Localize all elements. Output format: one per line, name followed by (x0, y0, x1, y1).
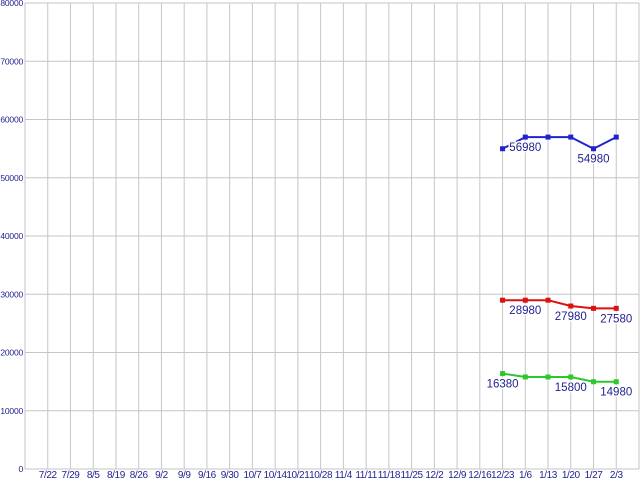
data-point-marker-green (568, 374, 574, 380)
data-point-marker-green (522, 374, 528, 380)
y-axis-tick-label: 50000 (0, 173, 23, 183)
y-axis-tick-label: 60000 (0, 115, 23, 125)
point-value-label-red: 28980 (509, 305, 541, 317)
x-axis-tick-label: 9/16 (198, 470, 217, 480)
x-axis-tick-label: 1/6 (519, 470, 533, 480)
x-axis-tick-label: 1/27 (585, 470, 604, 480)
data-point-marker-blue (500, 146, 506, 152)
y-axis-tick-label: 0 (18, 464, 23, 474)
x-axis-tick-label: 12/23 (491, 470, 515, 480)
x-axis-tick-label: 7/29 (62, 470, 81, 480)
data-point-marker-green (545, 374, 551, 380)
point-value-label-blue: 54980 (578, 154, 610, 166)
x-axis-tick-label: 2/3 (610, 470, 624, 480)
data-point-marker-blue (522, 134, 528, 140)
data-point-marker-red (522, 297, 528, 303)
point-value-label-red: 27980 (555, 311, 587, 323)
x-axis-tick-label: 7/22 (39, 470, 58, 480)
x-axis-tick-label: 10/28 (309, 470, 333, 480)
point-value-label-red: 27580 (600, 313, 632, 325)
point-value-label-green: 15800 (555, 382, 587, 394)
data-point-marker-red (591, 305, 597, 311)
x-axis-tick-label: 11/4 (335, 470, 353, 480)
point-value-label-green: 16380 (487, 379, 519, 391)
y-axis-tick-label: 70000 (0, 56, 23, 66)
x-axis-tick-label: 8/26 (130, 470, 149, 480)
x-axis-tick-label: 12/2 (425, 470, 444, 480)
data-point-marker-red (613, 305, 619, 311)
x-axis-tick-label: 9/30 (221, 470, 240, 480)
x-axis-tick-label: 1/13 (539, 470, 558, 480)
series-line-red (502, 299, 617, 310)
series-line-green (502, 372, 617, 383)
x-axis-tick-label: 8/19 (107, 470, 126, 480)
y-axis-tick-label: 30000 (0, 289, 23, 299)
x-axis-tick-label: 9/2 (155, 470, 169, 480)
y-axis-tick-label: 40000 (0, 231, 23, 241)
data-point-marker-blue (545, 134, 551, 140)
y-axis-tick-label: 10000 (0, 406, 23, 416)
x-axis-tick-label: 10/14 (264, 470, 288, 480)
x-axis-tick-label: 1/20 (562, 470, 581, 480)
y-axis-tick-label: 20000 (0, 348, 23, 358)
data-point-marker-red (568, 303, 574, 309)
y-axis-tick-label: 80000 (0, 0, 23, 8)
x-axis-tick-label: 12/16 (468, 470, 492, 480)
data-point-marker-blue (568, 134, 574, 140)
x-axis-tick-label: 11/11 (355, 470, 377, 480)
data-point-marker-green (500, 371, 506, 377)
point-value-label-green: 14980 (600, 387, 632, 399)
data-point-marker-green (613, 379, 619, 385)
x-axis-tick-label: 10/7 (243, 470, 262, 480)
x-axis-tick-label: 10/21 (286, 470, 310, 480)
x-axis-tick-label: 9/9 (178, 470, 192, 480)
x-axis-tick-label: 8/5 (87, 470, 101, 480)
data-point-marker-blue (591, 146, 597, 152)
data-point-marker-green (591, 379, 597, 385)
data-point-marker-red (545, 297, 551, 303)
data-point-marker-blue (613, 134, 619, 140)
series-line-blue (502, 136, 617, 150)
x-axis-tick-label: 12/9 (448, 470, 467, 480)
x-axis-tick-label: 11/25 (400, 470, 423, 480)
point-value-label-blue: 56980 (509, 142, 541, 154)
data-point-marker-red (500, 297, 506, 303)
x-axis-tick-label: 11/18 (378, 470, 401, 480)
